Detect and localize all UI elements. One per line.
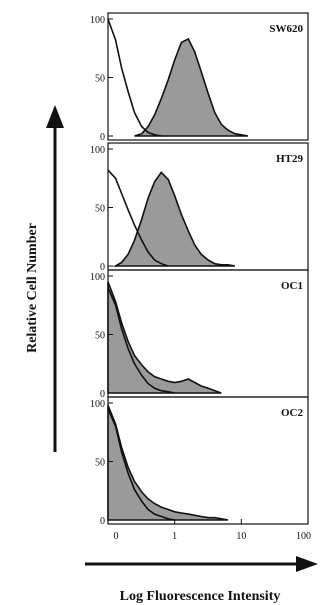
stained-histogram [107, 405, 229, 521]
x-axis-arrow [85, 556, 318, 572]
y-tick-label: 0 [100, 389, 105, 400]
panel-oc2: 0 50 100 OC2 [90, 396, 309, 527]
control-histogram [107, 18, 162, 137]
y-tick-label: 50 [95, 204, 105, 215]
y-tick-label: 0 [100, 516, 105, 527]
stained-histogram [112, 171, 236, 267]
panels-group: 050100SW620050100HT29050100OC1050100OC20… [90, 12, 311, 542]
panel-frame [107, 12, 309, 141]
y-tick-label: 50 [95, 331, 105, 342]
y-tick-label: 100 [90, 272, 105, 283]
y-axis-title: Relative Cell Number [25, 223, 40, 353]
panel-label: HT29 [276, 153, 303, 165]
x-tick-label: 1 [172, 531, 177, 542]
y-tick-label: 100 [90, 145, 105, 156]
y-tick-label: 50 [95, 74, 105, 85]
control-histogram [107, 287, 175, 394]
panel-ht29: 0 50 100 HT29 [90, 142, 309, 273]
y-tick-label: 0 [100, 262, 105, 273]
panel-label: SW620 [269, 23, 303, 35]
y-axis-arrow [46, 105, 64, 452]
panel-oc1: 0 50 100 OC1 [90, 269, 309, 400]
panel-label: OC2 [281, 407, 304, 419]
y-tick-label: 100 [90, 15, 105, 26]
panel-label: OC1 [281, 280, 303, 292]
panel-sw620: 0 50 100 SW620 [90, 12, 309, 143]
stained-histogram [134, 37, 249, 137]
x-axis-title: Log Fluorescence Intensity [120, 589, 281, 604]
control-histogram [107, 169, 169, 267]
y-tick-label: 100 [90, 399, 105, 410]
x-tick-label: 0 [114, 531, 119, 542]
x-tick-label: 100 [296, 531, 311, 542]
y-tick-label: 0 [100, 132, 105, 143]
y-tick-label: 50 [95, 458, 105, 469]
control-histogram [107, 408, 175, 521]
x-tick-label: 10 [236, 531, 246, 542]
